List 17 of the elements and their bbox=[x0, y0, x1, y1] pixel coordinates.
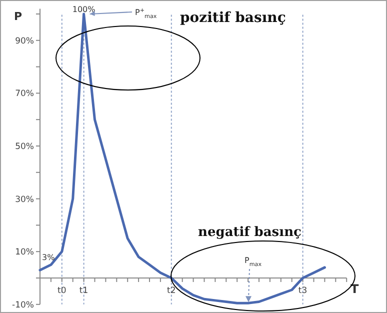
y-tick-label: -10% bbox=[12, 300, 34, 310]
x-tick-label: t2 bbox=[167, 286, 176, 296]
annotation: P$_{max}$ bbox=[244, 256, 262, 268]
annotation: negatif basınç bbox=[198, 225, 302, 240]
y-tick-label: 30% bbox=[15, 194, 34, 205]
y-tick-label: 70% bbox=[15, 89, 34, 100]
x-tick-label: t0 bbox=[58, 286, 66, 296]
y-tick-label: 90% bbox=[15, 36, 34, 46]
annotation: pozitif basınç bbox=[180, 10, 286, 26]
y-tick-label: 50% bbox=[15, 142, 34, 152]
y-tick-label: 10% bbox=[15, 248, 34, 258]
annotation: 100% bbox=[72, 4, 96, 14]
x-tick-label: t3 bbox=[298, 286, 308, 296]
y-axis-title: P bbox=[14, 10, 22, 23]
x-axis-title: T bbox=[350, 282, 360, 296]
annotation: 3% bbox=[42, 253, 56, 262]
x-tick-label: t1 bbox=[79, 286, 88, 296]
